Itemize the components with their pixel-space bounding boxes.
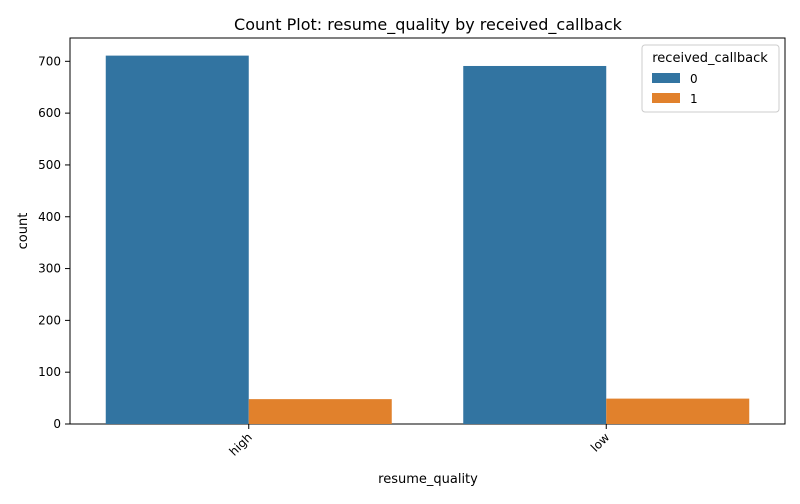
y-axis-label: count [16,213,31,250]
y-tick-label: 200 [38,313,61,327]
x-axis: high low [226,424,612,459]
chart-title: Count Plot: resume_quality by received_c… [234,15,623,35]
bar-low-callback-1 [606,398,750,424]
y-axis: 0 100 200 300 400 500 600 700 [38,54,70,431]
legend-title: received_callback [652,51,768,66]
legend-label-0: 0 [690,72,698,86]
legend-swatch-1 [652,93,680,103]
bar-high-callback-1 [248,399,392,424]
y-tick-label: 700 [38,54,61,68]
bars [105,55,750,425]
y-tick-label: 600 [38,106,61,120]
bar-high-callback-0 [105,55,249,424]
y-tick-label: 300 [38,262,61,276]
y-tick-label: 100 [38,365,61,379]
y-tick-label: 500 [38,158,61,172]
x-axis-label: resume_quality [378,472,478,487]
plot-area [69,37,786,425]
x-tick-label-high: high [226,430,254,458]
x-tick-label-low: low [588,430,613,455]
legend: received_callback 0 1 [641,44,780,113]
plot-frame [69,37,786,425]
y-tick-label: 0 [53,417,61,431]
legend-label-1: 1 [690,92,698,106]
y-tick-label: 400 [38,210,61,224]
bar-low-callback-0 [463,65,607,425]
legend-swatch-0 [652,73,680,83]
